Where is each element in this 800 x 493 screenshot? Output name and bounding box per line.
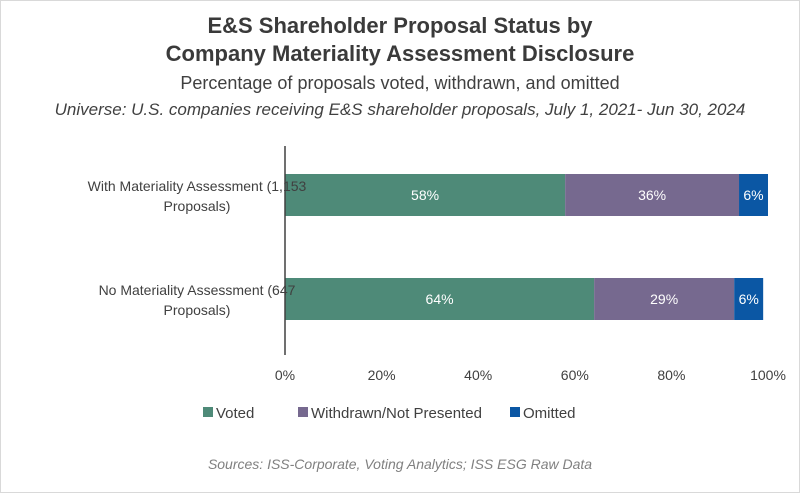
bar-omitted-1 — [734, 278, 764, 320]
chart-universe: Universe: U.S. companies receiving E&S s… — [54, 100, 746, 119]
x-tick-label: 20% — [368, 367, 396, 383]
data-label: 6% — [739, 291, 759, 307]
chart-source: Sources: ISS-Corporate, Voting Analytics… — [207, 456, 593, 472]
bar-omitted-0 — [739, 174, 768, 216]
bar-voted-1 — [285, 278, 595, 320]
chart-title-line-1: E&S Shareholder Proposal Status by — [207, 13, 593, 38]
category-label: Proposals) — [164, 198, 231, 214]
legend-swatch — [203, 407, 213, 417]
x-tick-label: 40% — [464, 367, 492, 383]
x-tick-label: 60% — [561, 367, 589, 383]
chart-title-line-2: Company Materiality Assessment Disclosur… — [165, 41, 635, 66]
legend-label: Withdrawn/Not Presented — [311, 405, 482, 422]
x-tick-label: 80% — [657, 367, 685, 383]
chart-subtitle: Percentage of proposals voted, withdrawn… — [180, 73, 620, 93]
category-label: With Materiality Assessment (1,153 — [88, 178, 307, 194]
x-tick-label: 0% — [275, 367, 295, 383]
legend-swatch — [298, 407, 308, 417]
legend-label: Omitted — [523, 405, 576, 422]
bar-withdrawn-not-presented-0 — [565, 174, 740, 216]
legend-label: Voted — [216, 405, 254, 422]
data-label: 58% — [411, 187, 439, 203]
x-tick-label: 100% — [750, 367, 786, 383]
bar-withdrawn-not-presented-1 — [594, 278, 735, 320]
category-label: No Materiality Assessment (647 — [99, 282, 296, 298]
data-label: 6% — [743, 187, 763, 203]
bar-voted-0 — [285, 174, 566, 216]
chart-plot: 58% 36% 6% With Materiality Assessment (1,1… — [88, 146, 786, 422]
legend-swatch — [510, 407, 520, 417]
data-label: 29% — [650, 291, 678, 307]
data-label: 36% — [638, 187, 666, 203]
data-label: 64% — [426, 291, 454, 307]
category-label: Proposals) — [164, 302, 231, 318]
